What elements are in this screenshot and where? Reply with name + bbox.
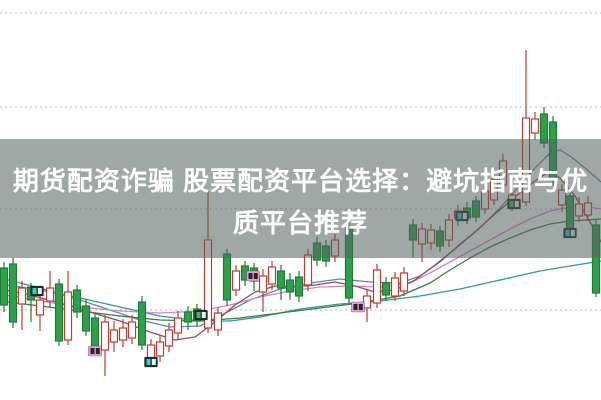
candle-up [17,287,27,305]
signal-marker-glyph [151,359,156,365]
candle-up [109,329,119,343]
candle-down [90,317,100,348]
candle-down [0,267,9,306]
candle-down [294,276,304,297]
ma-teal-slow [0,260,601,322]
candle-down [8,263,18,323]
candle-up [258,275,268,293]
signal-marker-glyph [196,312,201,318]
candle-up [213,312,223,331]
signal-marker-glyph [37,288,42,294]
signal-marker-glyph [146,359,151,365]
candle-up [530,118,540,134]
candle-down [285,279,295,293]
candle-up [155,341,165,357]
candle-up [63,291,73,341]
signal-marker-glyph [253,273,258,279]
candle-down [72,289,82,313]
candle-down [183,311,193,323]
candle-up [100,321,110,351]
candle-down [137,301,147,346]
candle-up [231,270,241,291]
signal-marker-glyph [95,348,100,354]
candle-up [118,327,128,341]
candle-up [164,329,174,347]
candle-up [45,287,55,302]
candle-down [222,253,232,301]
signal-marker-glyph [32,288,37,294]
title-overlay: 期货配资诈骗 股票配资平台选择：避坑指南与优 质平台推荐 [0,139,601,258]
signal-marker-glyph [201,312,206,318]
candle-down [81,305,91,332]
signal-marker-glyph [90,348,95,354]
candle-up [399,272,409,292]
candle-up [390,277,400,297]
candle-up [303,254,313,286]
signal-marker-glyph [248,273,253,279]
candle-up [146,344,156,359]
candle-up [35,299,45,316]
signal-marker-glyph [353,304,358,310]
candle-down [276,270,286,289]
candle-up [173,317,183,334]
candle-up [127,321,137,339]
signal-marker-glyph [358,304,363,310]
candle-up [267,266,277,285]
candle-up [372,269,382,304]
candle-down [54,283,64,342]
title-line-1: 期货配资诈骗 股票配资平台选择：避坑指南与优 [12,165,589,196]
candle-down [381,282,391,296]
title-line-2: 质平台推荐 [232,207,368,238]
